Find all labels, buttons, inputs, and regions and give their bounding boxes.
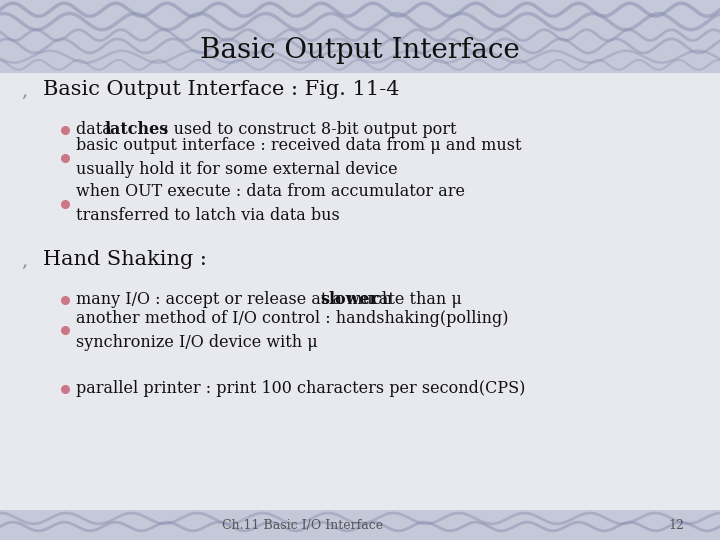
Text: rate than μ: rate than μ (366, 291, 462, 308)
Text: basic output interface : received data from μ and must
usually hold it for some : basic output interface : received data f… (76, 137, 521, 178)
Text: ‘: ‘ (19, 79, 24, 99)
Text: Basic Output Interface: Basic Output Interface (200, 37, 520, 64)
Bar (0, 0, 720, 73)
Text: Basic Output Interface : Fig. 11-4: Basic Output Interface : Fig. 11-4 (43, 79, 400, 99)
Text: 12: 12 (669, 519, 685, 532)
Text: when OUT execute : data from accumulator are
transferred to latch via data bus: when OUT execute : data from accumulator… (76, 183, 464, 224)
Text: Ch.11 Basic I/O Interface: Ch.11 Basic I/O Interface (222, 519, 383, 532)
Text: : used to construct 8-bit output port: : used to construct 8-bit output port (158, 121, 457, 138)
Text: parallel printer : print 100 characters per second(CPS): parallel printer : print 100 characters … (76, 380, 525, 397)
Bar (0, 510, 720, 540)
Text: another method of I/O control : handshaking(polling)
synchronize I/O device with: another method of I/O control : handshak… (76, 310, 508, 351)
Text: many I/O : accept or release at a much: many I/O : accept or release at a much (76, 291, 397, 308)
Text: data: data (76, 121, 117, 138)
Text: ‘: ‘ (19, 249, 24, 269)
Text: latches: latches (104, 121, 168, 138)
Text: slower: slower (320, 291, 379, 308)
Text: Hand Shaking :: Hand Shaking : (43, 249, 207, 269)
